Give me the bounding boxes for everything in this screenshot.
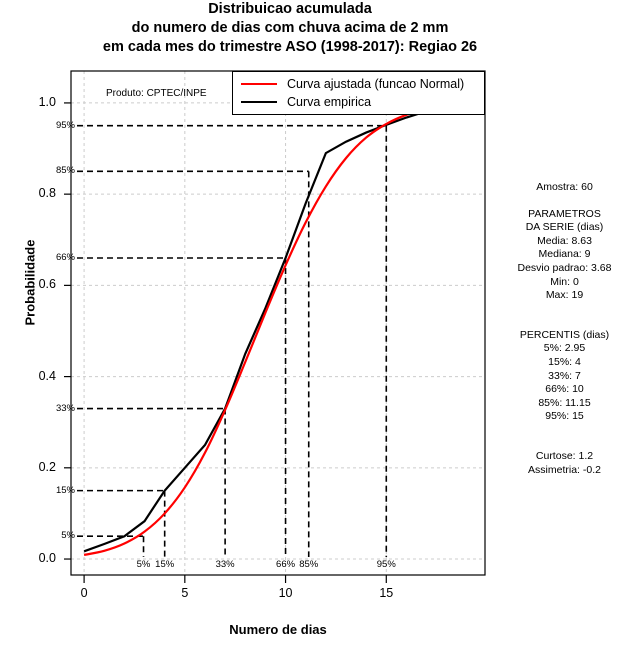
legend-label-empirical: Curva empirica — [287, 95, 372, 109]
y-tick-label: 0.4 — [38, 368, 56, 383]
stat-skewness: Assimetria: -0.2 — [528, 463, 601, 476]
stat-parameters-heading-1: PARAMETROS — [528, 207, 601, 220]
fitted-curve — [83, 103, 467, 557]
title-line-3: em cada mes do trimestre ASO (1998-2017)… — [102, 39, 478, 55]
percentile-x-label: 85% — [299, 559, 319, 570]
producer-credit: Produto: CPTEC/INPE — [106, 88, 207, 99]
axis-ticks — [64, 102, 387, 583]
percentile-x-label: 33% — [215, 559, 235, 570]
plot-frame — [70, 70, 486, 576]
legend-swatch-fitted-icon — [241, 83, 277, 85]
stat-sample-size: Amostra: 60 — [536, 181, 593, 193]
y-tick-label: 0.0 — [38, 551, 56, 566]
stat-percentile-5: 5%: 2.95 — [543, 342, 586, 355]
legend-item-fitted: Curva ajustada (funcao Normal) — [241, 76, 464, 92]
stat-percentile-33: 33%: 7 — [548, 369, 581, 382]
x-tick-label: 0 — [80, 586, 88, 600]
x-axis-label: Numero de dias — [229, 622, 327, 637]
percentile-y-label: 85% — [55, 165, 75, 177]
percentile-y-label: 33% — [55, 402, 75, 414]
legend-swatch-empirical-icon — [241, 101, 277, 103]
stat-max: Max: 19 — [545, 289, 584, 302]
x-tick-label: 15 — [379, 586, 394, 600]
stat-median: Mediana: 9 — [538, 248, 591, 261]
y-tick-label: 0.6 — [38, 277, 56, 292]
percentile-y-label: 5% — [61, 530, 75, 542]
gridlines — [71, 71, 485, 575]
stat-percentile-95: 95%: 15 — [545, 410, 584, 423]
percentile-y-label: 95% — [55, 119, 75, 131]
stat-percentile-66: 66%: 10 — [545, 383, 584, 396]
stat-percentile-85: 85%: 11.15 — [538, 396, 591, 409]
y-tick-label: 0.2 — [38, 459, 56, 474]
percentile-x-label: 95% — [376, 559, 396, 570]
y-tick-label: 0.8 — [38, 186, 56, 201]
stat-spacer-5 — [489, 437, 640, 450]
stat-percentiles-heading: PERCENTIS (dias) — [519, 328, 610, 341]
stat-min: Min: 0 — [550, 275, 579, 288]
percentile-y-label: 66% — [55, 252, 75, 263]
statistics-panel: Amostra: 60 PARAMETROS DA SERIE (dias) M… — [489, 181, 640, 477]
stat-spacer-3 — [489, 316, 640, 329]
empirical-curve — [83, 101, 468, 553]
stat-spacer-4 — [489, 424, 640, 437]
percentile-x-label: 5% — [136, 559, 151, 570]
stat-kurtosis: Curtose: 1.2 — [535, 449, 594, 462]
percentile-x-label: 15% — [155, 559, 175, 570]
stat-mean: Media: 8.63 — [537, 234, 592, 247]
title-line-1: Distribuicao acumulada — [208, 1, 372, 17]
legend-label-fitted: Curva ajustada (funcao Normal) — [287, 77, 465, 91]
chart-title: Distribuicao acumulada do numero de dias… — [0, 0, 580, 57]
stat-percentile-15: 15%: 4 — [548, 355, 581, 368]
percentile-y-label: 15% — [55, 484, 75, 496]
chart-legend: Curva ajustada (funcao Normal) Curva emp… — [232, 71, 485, 115]
stat-spacer-1 — [489, 195, 640, 208]
stat-spacer-2 — [489, 303, 640, 316]
stat-parameters-heading-2: DA SERIE (dias) — [525, 221, 604, 234]
percentile-leader-lines — [77, 124, 388, 557]
percentile-x-label: 66% — [276, 559, 296, 570]
x-tick-label: 10 — [278, 586, 293, 600]
title-line-2: do numero de dias com chuva acima de 2 m… — [131, 20, 449, 36]
x-tick-label: 5 — [181, 586, 189, 600]
legend-item-empirical: Curva empirica — [241, 94, 371, 110]
y-tick-label: 1.0 — [38, 94, 56, 109]
stat-std-dev: Desvio padrao: 3.68 — [517, 261, 612, 274]
